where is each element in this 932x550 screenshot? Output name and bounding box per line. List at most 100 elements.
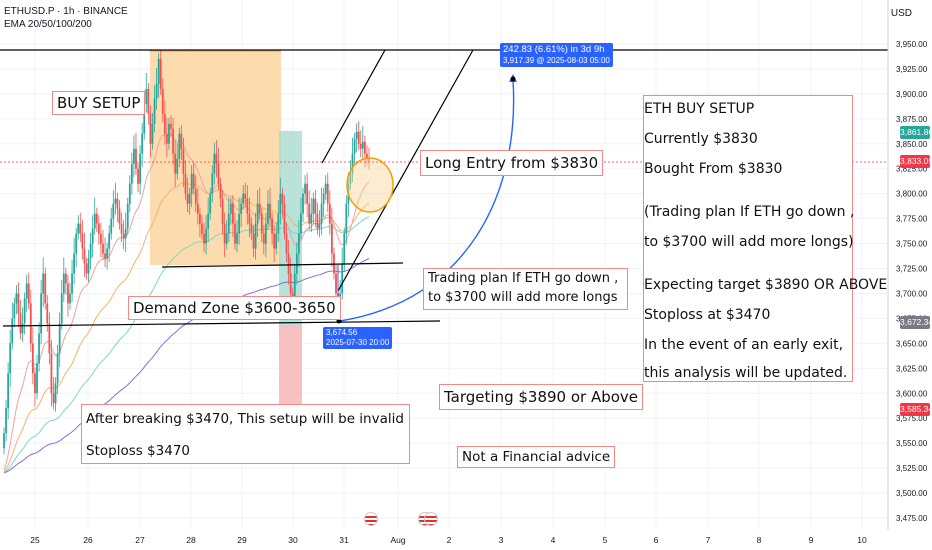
candle-body xyxy=(357,131,360,144)
trend-drawings xyxy=(0,49,888,327)
panel-line-target: Expecting target $3890 OR ABOVE xyxy=(644,277,888,293)
price-tag-low: 3,585.34 xyxy=(900,403,932,416)
panel-line-bought: Bought From $3830 xyxy=(644,161,783,177)
candle-body xyxy=(322,193,325,204)
candle-body xyxy=(106,248,109,259)
candle-body xyxy=(295,253,298,274)
candle-body xyxy=(44,273,47,304)
candle-body xyxy=(151,123,154,144)
y-tick-label: 3,950.00 xyxy=(896,40,928,49)
candle-body xyxy=(60,293,63,324)
candle-body xyxy=(11,318,14,344)
candle-body xyxy=(87,258,90,274)
candle-body xyxy=(5,408,7,434)
candle-body xyxy=(58,323,61,354)
y-tick-label: 3,650.00 xyxy=(896,339,928,348)
candle-body xyxy=(213,153,216,174)
candle-body xyxy=(124,228,127,239)
targeting-label[interactable]: Targeting $3890 or Above xyxy=(439,384,644,410)
candle-body xyxy=(97,223,100,234)
ema-100-line xyxy=(3,216,370,473)
candle-body xyxy=(201,223,203,234)
candle-body xyxy=(50,353,53,394)
y-tick-label: 3,475.00 xyxy=(896,514,928,523)
candle-body xyxy=(244,193,247,199)
candle-body xyxy=(273,233,276,249)
candle-body xyxy=(234,223,236,244)
candle-body xyxy=(174,153,177,174)
y-tick-label: 3,750.00 xyxy=(896,240,928,249)
candle-body xyxy=(54,383,57,404)
candle-body xyxy=(353,138,356,154)
long-entry-label[interactable]: Long Entry from $3830 xyxy=(420,150,604,176)
measure-start-tag[interactable]: 3,674.56 2025-07-30 20:00 xyxy=(323,327,393,349)
candle-body xyxy=(126,203,129,229)
candle-body xyxy=(330,223,333,254)
candle-body xyxy=(188,193,191,204)
symbol-title[interactable]: ETHUSD.P · 1h · BINANCE xyxy=(4,6,128,17)
candle-body xyxy=(137,168,139,184)
entry-circle xyxy=(346,157,394,213)
zones xyxy=(150,50,302,410)
y-tick-label: 3,575.00 xyxy=(896,414,928,423)
candle-body xyxy=(95,213,98,224)
indicator-legend[interactable]: EMA 20/50/100/200 xyxy=(4,19,92,30)
candle-body xyxy=(256,203,259,224)
candle-body xyxy=(211,173,214,194)
candle-body xyxy=(21,323,24,334)
candle-body xyxy=(85,263,88,274)
candle-body xyxy=(242,193,245,204)
candle-body xyxy=(75,233,78,254)
candle-body xyxy=(77,223,80,234)
candle-body xyxy=(104,253,106,259)
panel-line-title: ETH BUY SETUP xyxy=(644,101,755,117)
candle-body xyxy=(153,98,156,124)
panel-line-current: Currently $3830 xyxy=(644,131,758,147)
candle-body xyxy=(147,88,150,114)
candle-body xyxy=(31,343,34,374)
measure-target-tag[interactable]: 242.83 (6.61%) in 3d 9h 3,917.39 @ 2025-… xyxy=(500,43,613,67)
buy-setup-label[interactable]: BUY SETUP xyxy=(52,91,146,115)
candle-body xyxy=(306,183,309,204)
stoploss-text: Stoploss $3470 xyxy=(86,443,191,459)
candle-body xyxy=(283,203,286,234)
candle-body xyxy=(285,233,288,254)
invalidation-box[interactable]: After breaking $3470, This setup will be… xyxy=(81,404,410,464)
candle-body xyxy=(316,213,319,229)
us-flag-icon[interactable] xyxy=(424,512,438,526)
candle-body xyxy=(64,273,67,284)
trading-plan-line2: to $3700 will add more longs xyxy=(428,290,618,305)
currency-label[interactable]: USD xyxy=(890,8,912,19)
candle-body xyxy=(19,313,22,334)
candle-body xyxy=(79,223,82,234)
trading-plan-label[interactable]: Trading plan If ETH go down , to $3700 w… xyxy=(423,268,628,310)
x-tick-label: 4 xyxy=(551,535,556,545)
candle-body xyxy=(314,198,317,214)
invalidation-text: After breaking $3470, This setup will be… xyxy=(86,411,404,427)
candle-body xyxy=(118,208,121,224)
y-tick-label: 3,800.00 xyxy=(896,190,928,199)
candle-body xyxy=(219,183,222,199)
candle-body xyxy=(145,88,148,104)
candle-body xyxy=(302,193,304,214)
candle-body xyxy=(267,203,269,224)
y-tick-label: 3,525.00 xyxy=(896,464,928,473)
candle-body xyxy=(366,153,368,159)
y-tick-label: 3,925.00 xyxy=(896,65,928,74)
us-flag-icon[interactable] xyxy=(364,512,378,526)
x-tick-label: 31 xyxy=(339,535,349,545)
x-tick-label: Aug xyxy=(390,535,405,545)
candle-body xyxy=(335,273,337,294)
setup-panel[interactable]: ETH BUY SETUP Currently $3830 Bought Fro… xyxy=(643,95,887,382)
candle-body xyxy=(67,283,69,304)
candle-body xyxy=(225,233,228,244)
candle-body xyxy=(254,223,257,249)
candle-body xyxy=(293,273,296,304)
candle-body xyxy=(122,233,125,239)
candle-body xyxy=(135,148,137,169)
candle-body xyxy=(345,203,348,234)
candle-body xyxy=(343,233,346,264)
candle-body xyxy=(221,198,224,224)
demand-zone-label[interactable]: Demand Zone $3600-3650 xyxy=(128,296,341,320)
disclaimer-label[interactable]: Not a Financial advice xyxy=(457,446,616,468)
